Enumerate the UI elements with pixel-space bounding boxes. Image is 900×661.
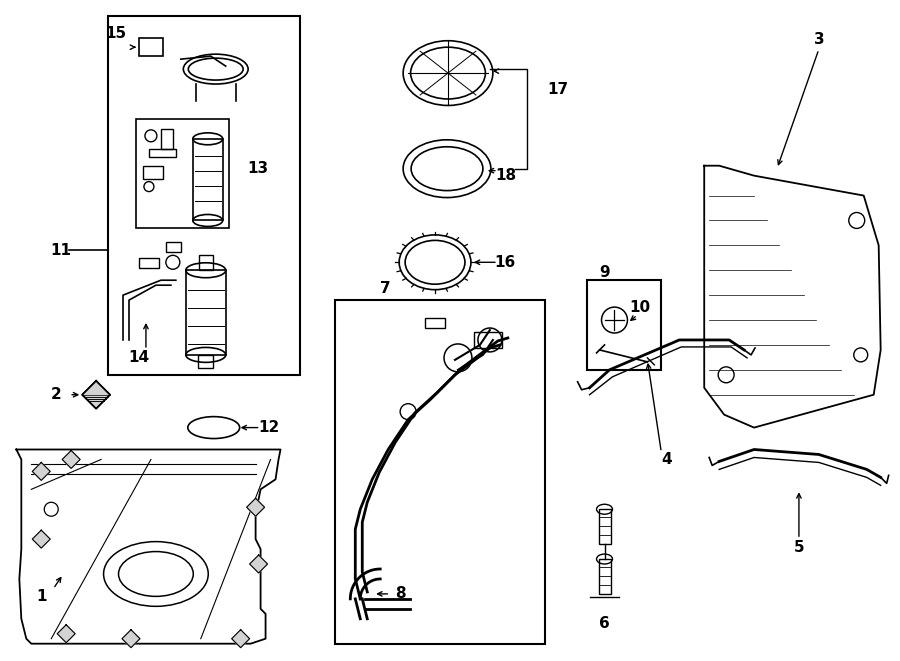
Bar bbox=[143, 166, 163, 178]
Bar bbox=[139, 258, 159, 268]
Polygon shape bbox=[32, 463, 50, 481]
Text: 18: 18 bbox=[495, 168, 517, 183]
Text: 15: 15 bbox=[105, 26, 127, 41]
Text: 9: 9 bbox=[599, 265, 610, 280]
Bar bbox=[139, 38, 163, 56]
Text: 11: 11 bbox=[50, 243, 72, 258]
Bar bbox=[108, 17, 301, 375]
Text: 10: 10 bbox=[629, 299, 650, 315]
Bar bbox=[161, 129, 173, 149]
Polygon shape bbox=[32, 530, 50, 548]
Bar bbox=[199, 255, 212, 270]
Text: 4: 4 bbox=[661, 452, 671, 467]
Text: 1: 1 bbox=[36, 590, 47, 604]
Text: 5: 5 bbox=[794, 539, 805, 555]
Text: 7: 7 bbox=[380, 281, 391, 295]
Polygon shape bbox=[249, 555, 267, 573]
Bar bbox=[474, 332, 502, 348]
Text: 14: 14 bbox=[129, 350, 149, 366]
Text: 13: 13 bbox=[247, 161, 268, 176]
Polygon shape bbox=[247, 498, 265, 516]
Bar bbox=[136, 119, 229, 229]
Text: 6: 6 bbox=[599, 616, 610, 631]
Text: 16: 16 bbox=[494, 254, 516, 270]
Text: 3: 3 bbox=[814, 32, 824, 47]
Bar bbox=[193, 139, 222, 221]
Bar bbox=[598, 559, 610, 594]
Text: 17: 17 bbox=[547, 81, 568, 97]
Text: 2: 2 bbox=[50, 387, 61, 403]
Polygon shape bbox=[122, 630, 140, 648]
Polygon shape bbox=[16, 449, 281, 644]
Bar bbox=[587, 280, 662, 370]
Polygon shape bbox=[231, 630, 249, 648]
Polygon shape bbox=[82, 381, 110, 408]
Bar bbox=[198, 355, 212, 368]
Text: 8: 8 bbox=[395, 586, 406, 602]
Bar bbox=[185, 270, 226, 355]
Bar bbox=[425, 318, 445, 328]
Bar bbox=[598, 509, 610, 544]
Polygon shape bbox=[704, 166, 881, 428]
Polygon shape bbox=[58, 625, 76, 642]
Bar bbox=[166, 243, 181, 253]
Text: 12: 12 bbox=[258, 420, 279, 435]
Bar bbox=[336, 300, 544, 644]
Polygon shape bbox=[62, 451, 80, 469]
Bar bbox=[148, 149, 176, 157]
